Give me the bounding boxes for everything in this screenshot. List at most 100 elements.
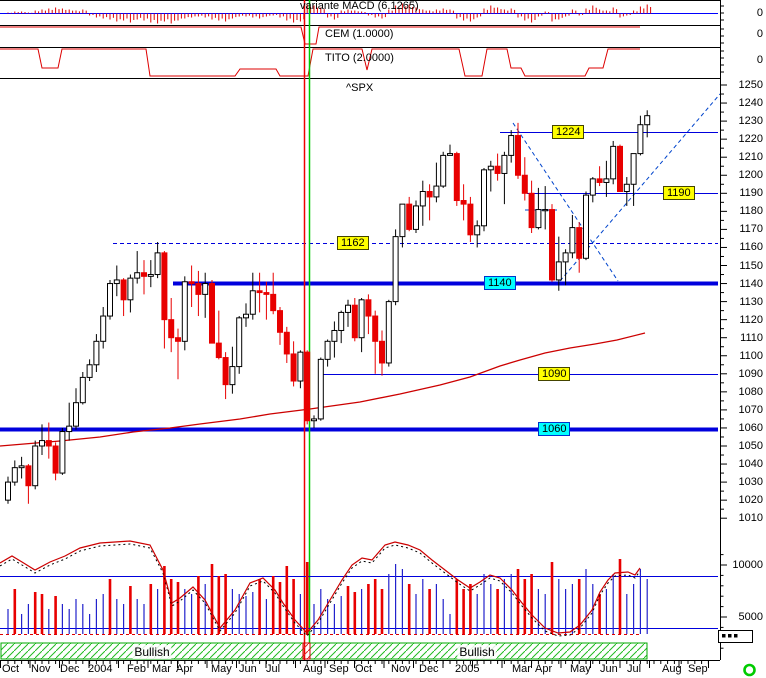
candle-body-down [52,445,59,474]
price-level-label-1060[interactable]: 1060 [538,422,571,436]
candle-body-down [617,145,623,192]
candle-body-up [419,190,426,207]
x-axis-label-Oct: Oct [2,663,20,675]
candle-body-down [351,304,358,339]
y-axis-label-1170: 1170 [739,223,763,236]
candle-body-up [562,252,569,263]
candle-body-up [392,236,399,303]
candle-body-up [447,153,453,156]
y-axis-label-1110: 1110 [740,331,763,344]
candle-body-up [243,313,249,319]
candle-body-down [515,135,521,176]
x-axis-label-Sep: Sep [329,663,349,675]
mini-legend-square [734,634,738,638]
x-axis-label-Apr: Apr [535,663,553,675]
price-level-label-1090[interactable]: 1090 [538,367,571,381]
candle-body-up [358,299,365,339]
candle-body-down [549,209,555,281]
candle-body-up [440,154,447,187]
candle-body-down [277,310,283,333]
candle-body-up [385,301,392,364]
tito-axis-zero: 0 [756,54,763,66]
candle-body-down [528,192,535,229]
x-axis-label-Jul: Jul [627,663,642,675]
candle-body-up [100,315,107,342]
y-axis-label-1130: 1130 [739,295,763,308]
y-axis-label-1140: 1140 [739,277,763,290]
y-axis-label-1070: 1070 [738,403,763,416]
candle-body-up [93,340,100,366]
candle-body-down [460,200,467,205]
candle-body-up [630,153,637,185]
y-axis-label-1080: 1080 [738,385,763,398]
x-axis-label-Feb: Feb [127,663,146,675]
candle-body-up [59,431,66,474]
candle-body-up [236,317,243,368]
y-axis-label-1100: 1100 [739,349,763,362]
x-axis-label-Dec: Dec [60,663,80,675]
candle-body-up [637,124,644,155]
candle-body-up [501,154,508,174]
candle-body-up [603,178,610,183]
y-axis-label-1030: 1030 [738,476,763,489]
candle-body-up [508,135,515,156]
candle-body-down [365,299,372,317]
candle-body-up [399,203,406,238]
candle-body-up [317,358,324,420]
candle-body-up [433,185,440,198]
tito-line [0,48,640,77]
candle-body-up [229,366,236,386]
candle-body-down [596,178,603,183]
y-axis-label-1160: 1160 [739,241,763,254]
status-ring-icon [743,663,756,677]
x-axis-label-Aug: Aug [303,663,323,675]
price-level-label-1190[interactable]: 1190 [663,186,695,200]
candle-body-up [542,209,549,212]
x-axis-label-May: May [211,663,232,675]
candle-body-up [18,465,25,469]
x-axis-label-Apr: Apr [176,663,194,675]
x-axis-label-Mar: Mar [512,663,531,675]
candle-body-down [175,337,181,342]
candle-body-up [127,277,134,301]
regime-band-break [302,642,311,660]
candle-body-down [467,203,474,236]
x-axis-label-Mar: Mar [152,663,171,675]
x-axis-label-Sep: Sep [688,663,708,675]
candle-body-down [521,174,528,194]
candle-body-up [555,261,562,281]
price-level-label-1140[interactable]: 1140 [484,276,516,290]
y-axis-label-1060: 1060 [738,421,763,434]
candle-body-down [379,340,385,364]
candle-body-up [107,283,113,317]
candle-body-up [113,279,120,285]
candle-body-down [494,165,501,174]
candle-body-down [215,342,222,359]
candle-body-up [39,440,45,447]
candle-body-down [263,292,270,295]
price-level-label-1162[interactable]: 1162 [337,236,369,250]
price-level-label-1224[interactable]: 1224 [552,125,585,139]
y-axis-label-1040: 1040 [738,458,763,471]
candle-body-up [331,329,338,342]
tito-panel-title: TITO (2.0000) [325,52,394,64]
candle-body-down [45,440,52,447]
x-axis-label-May: May [570,663,591,675]
y-axis-label-1220: 1220 [738,133,763,146]
candle-body-up [324,340,331,360]
candle-body-up [623,183,630,192]
y-axis-label-1010: 1010 [738,512,763,525]
candle-body-down [304,351,311,422]
y-axis-label-1120: 1120 [739,313,763,326]
y-axis-label-1090: 1090 [738,367,763,380]
y-axis-label-1020: 1020 [738,494,763,507]
candle-body-down [188,281,195,285]
price-moving-average [0,332,646,447]
candle-body-down [576,227,583,259]
x-axis-label-Jun: Jun [239,663,257,675]
candle-body-down [141,272,147,277]
candle-body-up [610,145,617,180]
macd-axis-zero: 0 [756,7,763,19]
y-axis-label-1240: 1240 [738,97,763,110]
